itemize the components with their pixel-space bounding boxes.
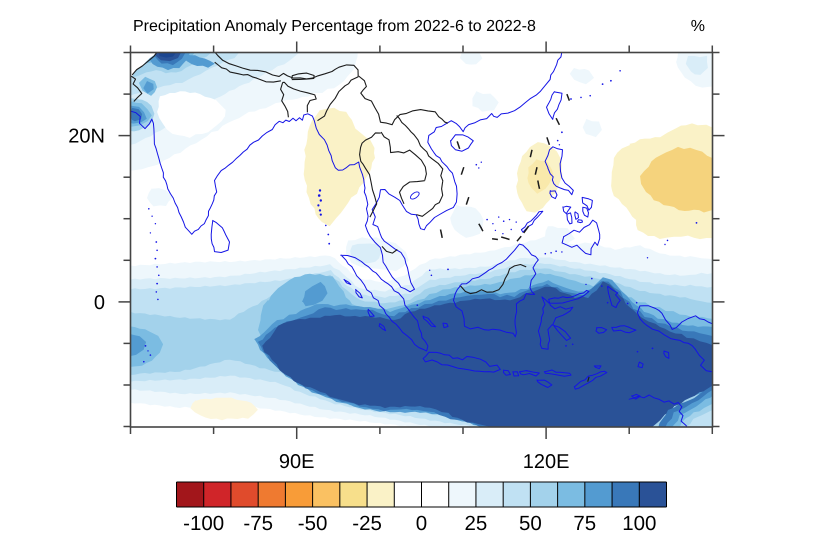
svg-text:75: 75 — [573, 512, 596, 535]
svg-text:120E: 120E — [523, 451, 570, 473]
svg-text:100: 100 — [622, 512, 656, 535]
svg-text:50: 50 — [519, 512, 542, 535]
svg-text:-75: -75 — [243, 512, 273, 535]
svg-text:20N: 20N — [68, 126, 105, 148]
svg-text:-25: -25 — [352, 512, 382, 535]
svg-text:25: 25 — [464, 512, 487, 535]
svg-text:%: % — [691, 18, 705, 35]
svg-text:Precipitation Anomaly Percenta: Precipitation Anomaly Percentage from 20… — [133, 18, 536, 35]
svg-text:0: 0 — [416, 512, 427, 535]
svg-text:-100: -100 — [183, 512, 224, 535]
svg-text:0: 0 — [94, 292, 105, 314]
svg-text:-50: -50 — [298, 512, 328, 535]
svg-text:90E: 90E — [279, 451, 315, 473]
